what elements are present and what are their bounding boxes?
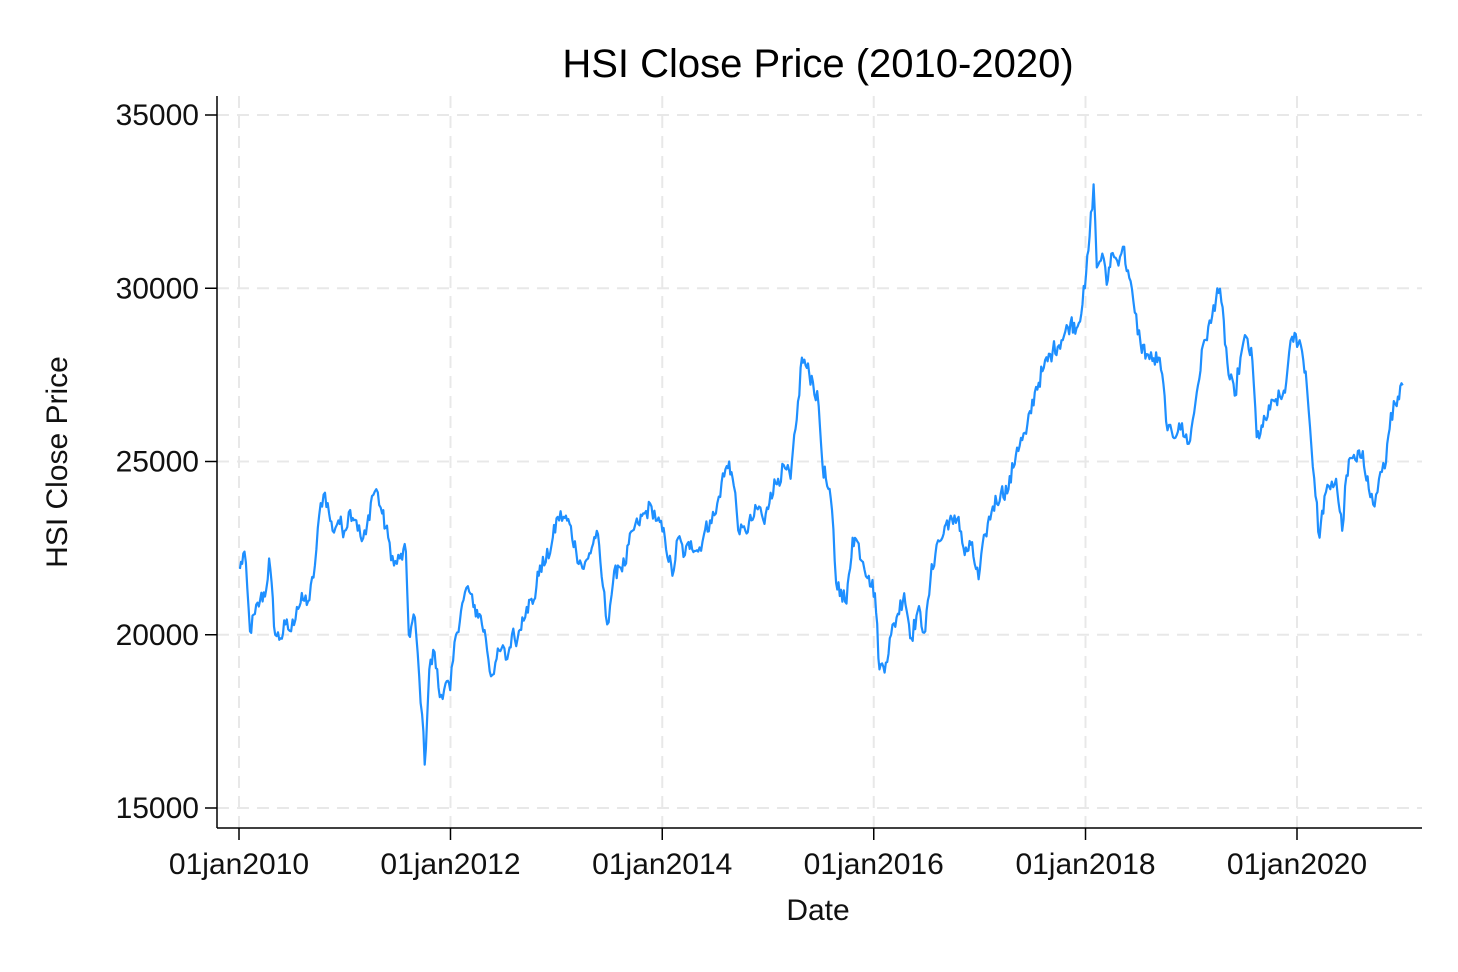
y-tick-label: 35000 bbox=[116, 99, 199, 132]
y-tick-label: 30000 bbox=[116, 272, 199, 305]
x-axis-title: Date bbox=[786, 894, 849, 927]
y-tick-label: 25000 bbox=[116, 446, 199, 479]
tick-labels: 15000 20000 25000 30000 35000 01jan2010 01jan2… bbox=[116, 99, 1368, 881]
grid-lines bbox=[217, 96, 1422, 828]
y-axis-title: HSI Close Price bbox=[41, 356, 74, 568]
x-tick-label: 01jan2016 bbox=[804, 848, 944, 881]
y-tick-label: 15000 bbox=[116, 792, 199, 825]
x-tick-label: 01jan2012 bbox=[380, 848, 520, 881]
x-tick-label: 01jan2020 bbox=[1227, 848, 1367, 881]
chart-title: HSI Close Price (2010-2020) bbox=[562, 42, 1073, 86]
series-line bbox=[238, 183, 1404, 766]
x-tick-label: 01jan2018 bbox=[1015, 848, 1155, 881]
series-layer bbox=[238, 183, 1404, 766]
x-tick-label: 01jan2014 bbox=[592, 848, 732, 881]
y-tick-label: 20000 bbox=[116, 619, 199, 652]
x-tick-label: 01jan2010 bbox=[169, 848, 309, 881]
axes bbox=[205, 96, 1422, 840]
